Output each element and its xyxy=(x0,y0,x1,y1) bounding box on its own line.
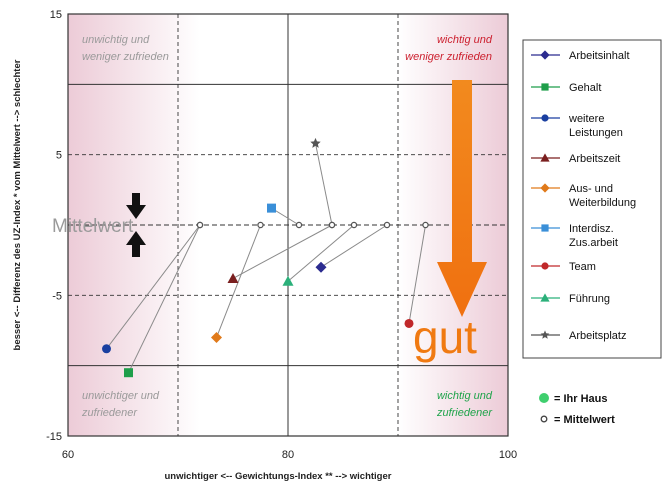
gut-label: gut xyxy=(413,311,477,363)
haus-point-team xyxy=(404,318,414,328)
connector-interdisz-zus-arbeit xyxy=(271,207,300,226)
quadrant-label-top-left: unwichtig und weniger zufrieden xyxy=(82,34,169,63)
haus-point-arbeitsinhalt xyxy=(315,261,327,273)
key-label-mittelwert: = Mittelwert xyxy=(554,414,615,426)
legend-marker-interdisz-zus-arbeit xyxy=(541,224,549,232)
legend-label-team: Team xyxy=(569,261,596,273)
legend-marker-f-hrung xyxy=(540,293,550,302)
mittelwert-point-aus-und-weiterbildung xyxy=(257,221,264,229)
mittelwert-point-arbeitsplatz xyxy=(328,221,336,229)
arrow-up-icon xyxy=(126,231,146,257)
haus-point-arbeitszeit xyxy=(227,272,239,283)
legend: Arbeitsinhalt Gehalt weitere Leistungen Arbe… xyxy=(522,39,662,359)
legend-label-arbeitsinhalt: Arbeitsinhalt xyxy=(569,50,630,62)
y-tick-label: -5 xyxy=(52,290,62,302)
connector-arbeitsplatz xyxy=(315,143,333,226)
arrow-down-icon xyxy=(126,193,146,219)
haus-point-f-hrung xyxy=(282,275,294,286)
grid-lines xyxy=(68,14,508,436)
annotations: Mittelwert gut xyxy=(52,80,487,363)
legend-label-arbeitsplatz: Arbeitsplatz xyxy=(569,330,626,342)
x-axis-label: unwichtiger <-- Gewichtungs-Index ** -->… xyxy=(165,471,392,482)
mittelwert-point-arbeitsinhalt xyxy=(383,221,391,229)
haus-point-weitere-leistungen xyxy=(102,344,111,354)
y-tick-label: 5 xyxy=(56,150,62,162)
key-marker-ihr-haus xyxy=(539,393,549,403)
legend-label-arbeitszeit: Arbeitszeit xyxy=(569,153,620,165)
legend-marker-gehalt xyxy=(541,83,549,91)
key-marker-mittelwert xyxy=(540,415,548,423)
legend-label-interdisz-zus-arbeit: Interdisz. Zus.arbeit xyxy=(569,223,618,249)
x-tick-label: 100 xyxy=(499,449,517,461)
connector-weitere-leistungen xyxy=(106,224,201,350)
mittelwert-point-f-hrung xyxy=(350,221,358,229)
connector-aus-und-weiterbildung xyxy=(216,224,261,338)
legend-marker-arbeitsplatz xyxy=(540,330,550,339)
mittelwert-point-weitere-leistungen xyxy=(196,221,204,229)
haus-point-aus-und-weiterbildung xyxy=(211,332,222,344)
legend-marker-team xyxy=(541,262,549,270)
y-tick-label: 15 xyxy=(50,9,62,21)
quadrant-label-bottom-right: wichtig und zufriedener xyxy=(436,390,493,419)
haus-point-interdisz-zus-arbeit xyxy=(267,203,276,213)
legend-label-weitere-leistungen: weitere Leistungen xyxy=(568,113,623,139)
data-points xyxy=(102,137,429,378)
tick-labels: 60 80 100 15 5 -5 -15 xyxy=(46,9,517,461)
legend-marker-weitere-leistungen xyxy=(541,114,549,122)
mittelwert-label: Mittelwert xyxy=(52,216,134,237)
haus-point-arbeitsplatz xyxy=(310,137,321,148)
legend-marker-aus-und-weiterbildung xyxy=(540,183,550,193)
connector-gehalt xyxy=(128,224,201,373)
connector-arbeitszeit xyxy=(232,224,333,279)
quadrant-label-bottom-left: unwichtiger und zufriedener xyxy=(81,390,160,419)
connector-lines xyxy=(106,143,426,373)
y-tick-label: -15 xyxy=(46,431,62,443)
legend-label-gehalt: Gehalt xyxy=(569,82,601,94)
connector-team xyxy=(408,224,426,324)
legend-marker-key: = Ihr Haus = Mittelwert xyxy=(539,393,615,426)
y-axis-label: besser <-- Differenz des UZ-Index * vom … xyxy=(12,59,23,350)
legend-label-aus-und-weiterbildung: Aus- und Weiterbildung xyxy=(569,183,636,209)
haus-point-gehalt xyxy=(124,368,133,378)
mittelwert-point-interdisz-zus-arbeit xyxy=(295,221,303,229)
legend-label-f-hrung: Führung xyxy=(569,293,610,305)
x-tick-label: 60 xyxy=(62,449,74,461)
connector-f-hrung xyxy=(287,224,355,282)
mittelwert-point-team xyxy=(422,221,429,229)
quadrant-labels: unwichtig und weniger zufrieden wichtig u… xyxy=(81,34,493,419)
connector-arbeitsinhalt xyxy=(320,224,388,268)
legend-marker-arbeitszeit xyxy=(540,153,550,162)
key-label-ihr-haus: = Ihr Haus xyxy=(554,393,608,405)
gut-arrow-icon xyxy=(437,80,487,317)
legend-box xyxy=(522,39,662,359)
legend-marker-arbeitsinhalt xyxy=(540,50,550,60)
quadrant-label-top-right: wichtig und weniger zufrieden xyxy=(405,34,493,63)
x-tick-label: 80 xyxy=(282,449,294,461)
